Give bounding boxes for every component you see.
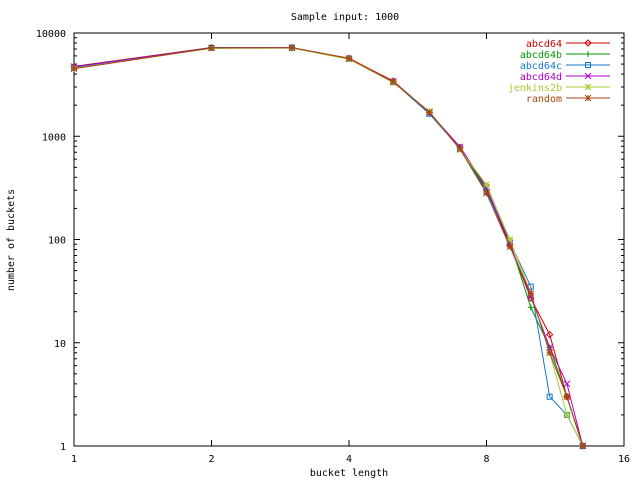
data-point-random: [483, 189, 490, 197]
legend-marker: [584, 39, 592, 47]
data-point-random: [456, 145, 464, 153]
chart-title: Sample input: 1000: [291, 12, 399, 23]
legend-label: random: [526, 94, 562, 105]
data-point-jenkins2b: [563, 411, 571, 419]
y-axis-label: number of buckets: [6, 189, 17, 291]
x-tick-label: 1: [71, 454, 77, 465]
x-axis-label: bucket length: [310, 468, 388, 479]
data-point-random: [579, 442, 587, 450]
data-point-abcd64d: [563, 380, 571, 388]
x-tick-label: 8: [483, 454, 489, 465]
y-tick-label: 1000: [42, 132, 66, 143]
legend-label: abcd64c: [520, 61, 562, 72]
data-point-random: [389, 78, 397, 86]
x-tick-label: 16: [618, 454, 630, 465]
data-point-abcd64: [545, 330, 554, 339]
legend-marker: [584, 83, 592, 91]
data-point-random: [208, 44, 215, 52]
data-point-jenkins2b: [506, 236, 514, 243]
data-point-random: [506, 243, 514, 251]
y-tick-label: 1: [60, 442, 66, 453]
y-tick-label: 10000: [36, 29, 66, 40]
legend-label: abcd64: [526, 39, 562, 50]
series-random: [70, 44, 587, 450]
series-lines: [70, 43, 587, 450]
data-point-abcd64b: [527, 304, 534, 311]
y-tick-label: 100: [48, 236, 66, 247]
axis-ticks: 1 2 4 8 16 1 10 100 1000 10000: [36, 29, 630, 465]
legend-marker: [584, 72, 592, 80]
data-point-random: [426, 108, 433, 116]
data-point-random: [546, 349, 554, 357]
data-point-random: [563, 393, 571, 401]
data-point-random: [345, 55, 353, 62]
y-tick-label: 10: [54, 339, 66, 350]
data-point-random: [288, 44, 296, 52]
legend-label: abcd64d: [520, 72, 562, 83]
legend-marker: [584, 94, 592, 102]
legend-marker: [585, 62, 591, 68]
data-point-abcd64c: [546, 393, 553, 400]
legend-marker: [585, 51, 591, 57]
data-point-jenkins2b: [483, 181, 490, 188]
legend-label: jenkins2b: [508, 83, 562, 94]
data-point-random: [527, 290, 535, 297]
legend: abcd64abcd64babcd64cabcd64djenkins2brand…: [508, 39, 610, 105]
legend-label: abcd64b: [520, 50, 562, 61]
x-tick-label: 4: [346, 454, 352, 465]
x-tick-label: 2: [208, 454, 214, 465]
data-point-random: [70, 65, 78, 73]
